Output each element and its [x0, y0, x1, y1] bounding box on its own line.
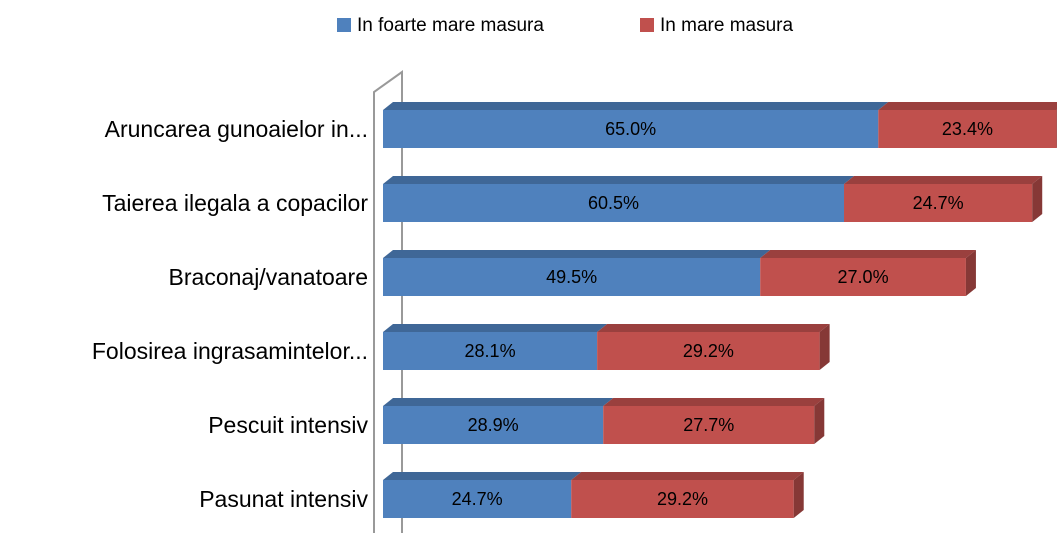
legend-label: In foarte mare masura — [357, 15, 544, 36]
bar-top — [383, 250, 770, 258]
bar-side — [820, 324, 830, 370]
value-label: 24.7% — [452, 489, 503, 509]
legend-label: In mare masura — [660, 15, 793, 36]
value-label: 60.5% — [588, 193, 639, 213]
value-label: 29.2% — [657, 489, 708, 509]
value-label: 28.1% — [465, 341, 516, 361]
value-label: 24.7% — [913, 193, 964, 213]
category-label: Pescuit intensiv — [208, 412, 368, 438]
bar-top — [878, 102, 1057, 110]
category-label: Pasunat intensiv — [199, 486, 368, 512]
value-label: 28.9% — [468, 415, 519, 435]
category-label: Taierea ilegala a copacilor — [102, 190, 368, 216]
legend-swatch — [337, 18, 351, 32]
bar-side — [814, 398, 824, 444]
bar-top — [571, 472, 804, 480]
bar-top — [383, 102, 888, 110]
bar-top — [760, 250, 976, 258]
bar-side — [1032, 176, 1042, 222]
category-label: Aruncarea gunoaielor in... — [105, 116, 368, 142]
bar-side — [966, 250, 976, 296]
value-label: 29.2% — [683, 341, 734, 361]
value-label: 27.7% — [683, 415, 734, 435]
value-label: 27.0% — [838, 267, 889, 287]
bar-top — [603, 398, 824, 406]
bar-top — [383, 324, 607, 332]
value-label: 23.4% — [942, 119, 993, 139]
bar-top — [844, 176, 1042, 184]
bar-top — [383, 398, 613, 406]
value-label: 49.5% — [546, 267, 597, 287]
legend-swatch — [640, 18, 654, 32]
category-label: Braconaj/vanatoare — [169, 264, 368, 290]
value-label: 65.0% — [605, 119, 656, 139]
bar-side — [794, 472, 804, 518]
bar-top — [383, 176, 854, 184]
category-label: Folosirea ingrasamintelor... — [92, 338, 368, 364]
bar-top — [383, 472, 581, 480]
bar-top — [597, 324, 830, 332]
